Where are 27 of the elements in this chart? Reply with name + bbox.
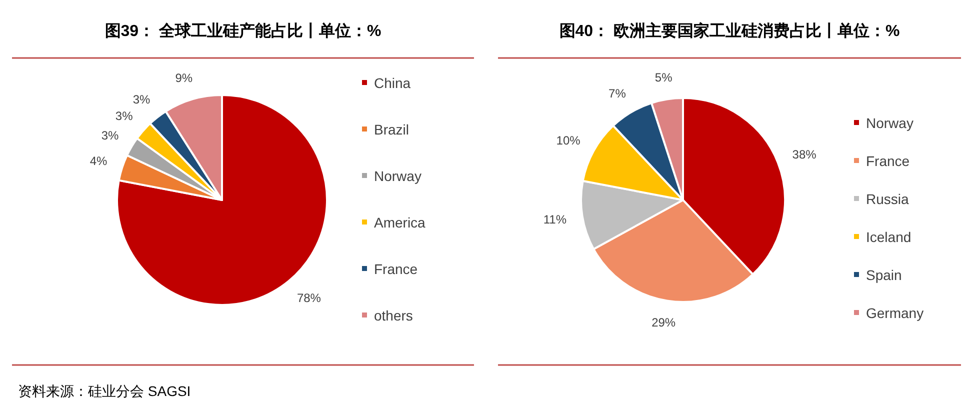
data-label: 5% [654, 70, 673, 85]
legend-label: Brazil [374, 122, 410, 138]
legend-label: France [374, 261, 418, 277]
data-label: 3% [115, 109, 134, 124]
data-label: 3% [101, 128, 120, 142]
data-label: 29% [652, 315, 676, 330]
legend-label: Norway [866, 115, 914, 131]
legend-label: Iceland [866, 229, 912, 245]
data-label: 38% [792, 147, 817, 162]
legend-label: Germany [866, 305, 924, 321]
data-label: 4% [90, 154, 108, 168]
data-label: 7% [608, 86, 626, 100]
text: 资料来源：硅业分会 SAGSI [18, 383, 191, 399]
legend-label: Spain [866, 267, 902, 283]
legend-label: others [374, 308, 413, 324]
data-label: 3% [132, 92, 150, 107]
data-label: 78% [296, 290, 322, 305]
legend-label: Russia [866, 191, 910, 207]
legend-label: America [374, 214, 426, 230]
chart-title: 图40： 欧洲主要国家工业硅消费占比丨单位：% [559, 21, 900, 40]
legend-label: Norway [374, 168, 422, 184]
data-label: 11% [543, 212, 567, 226]
legend-label: France [866, 153, 910, 169]
chart-title: 图39： 全球工业硅产能占比丨单位：% [104, 22, 382, 40]
data-label: 10% [556, 133, 581, 148]
legend-label: China [374, 75, 411, 91]
data-label: 9% [175, 71, 193, 86]
